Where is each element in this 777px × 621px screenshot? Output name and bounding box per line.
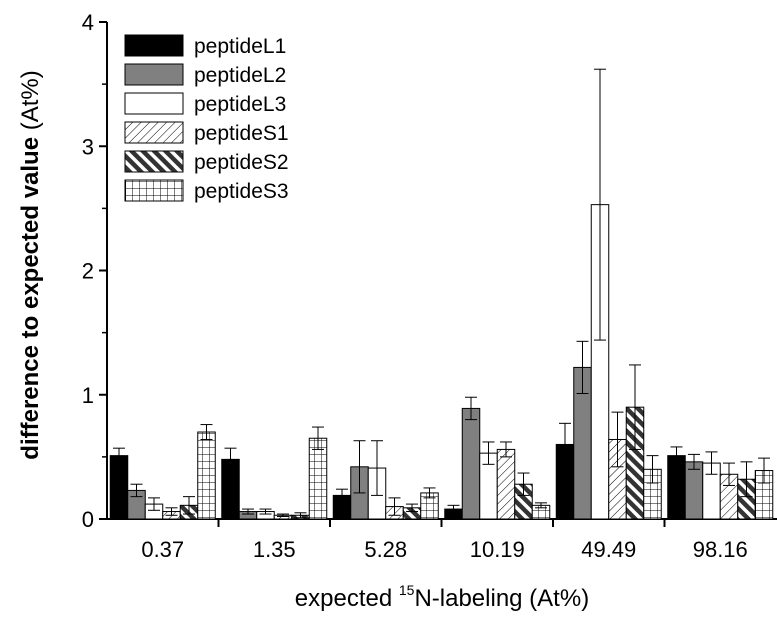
axes: 0 1 2 3 4 0.37 1.35 5.28 10.19 49.49 98.16 [82, 10, 777, 562]
legend-swatch-peptideS1 [124, 121, 184, 144]
x-tick-label: 5.28 [364, 537, 407, 562]
legend-swatch-peptideL3 [124, 92, 184, 115]
legend-swatch-peptideS3 [124, 179, 184, 202]
legend-label-peptideS3: peptideS3 [194, 180, 289, 203]
y-tick-label: 4 [82, 10, 94, 35]
x-axis-title: expected 15N-labeling (At%) [295, 582, 589, 612]
x-tick-label: 1.35 [253, 537, 296, 562]
error-bars [113, 68, 770, 519]
plot-area: 0 1 2 3 4 0.37 1.35 5.28 10.19 49.49 98.16 [82, 10, 777, 562]
legend-label-peptideL3: peptideL3 [194, 93, 286, 116]
x-axis-title-prefix: expected [295, 585, 399, 612]
x-tick-label: 10.19 [470, 537, 525, 562]
x-axis-title-suffix: N-labeling (At%) [414, 585, 589, 612]
legend-swatch-peptideS2 [124, 150, 184, 173]
bar-peptideL2-98.16 [684, 461, 704, 520]
y-tick-label: 1 [82, 383, 94, 408]
y-axis-title-main: difference to expected value [17, 137, 44, 460]
legend-label-peptideL2: peptideL2 [194, 64, 286, 87]
x-tick-label: 98.16 [693, 537, 748, 562]
legend-swatch-peptideL2 [124, 63, 184, 86]
y-tick-label: 2 [82, 259, 94, 284]
bar-peptideS3-0.37 [197, 431, 216, 520]
bar-peptideL1-98.16 [667, 455, 686, 520]
legend: peptideL1 peptideL2 peptideL3 peptideS1 pept… [124, 34, 289, 203]
legend-label-peptideL1: peptideL1 [194, 35, 286, 58]
legend-label-peptideS2: peptideS2 [194, 151, 289, 174]
bars [109, 204, 774, 520]
y-axis-title-unit: (At%) [17, 70, 44, 137]
x-tick-label: 49.49 [581, 537, 636, 562]
y-tick-label: 0 [82, 507, 94, 532]
bar-peptideL1-0.37 [109, 455, 129, 520]
legend-swatch-peptideL1 [124, 34, 184, 57]
y-axis-title: difference to expected value (At%) [17, 70, 44, 459]
x-tick-label: 0.37 [141, 537, 184, 562]
legend-label-peptideS1: peptideS1 [194, 122, 289, 145]
x-axis-title-superscript: 15 [399, 582, 415, 598]
y-tick-label: 3 [82, 134, 94, 159]
bar-peptideL2-10.19 [461, 407, 481, 520]
bar-peptideS1-10.19 [496, 448, 516, 520]
bar-peptideS3-1.35 [308, 437, 328, 520]
